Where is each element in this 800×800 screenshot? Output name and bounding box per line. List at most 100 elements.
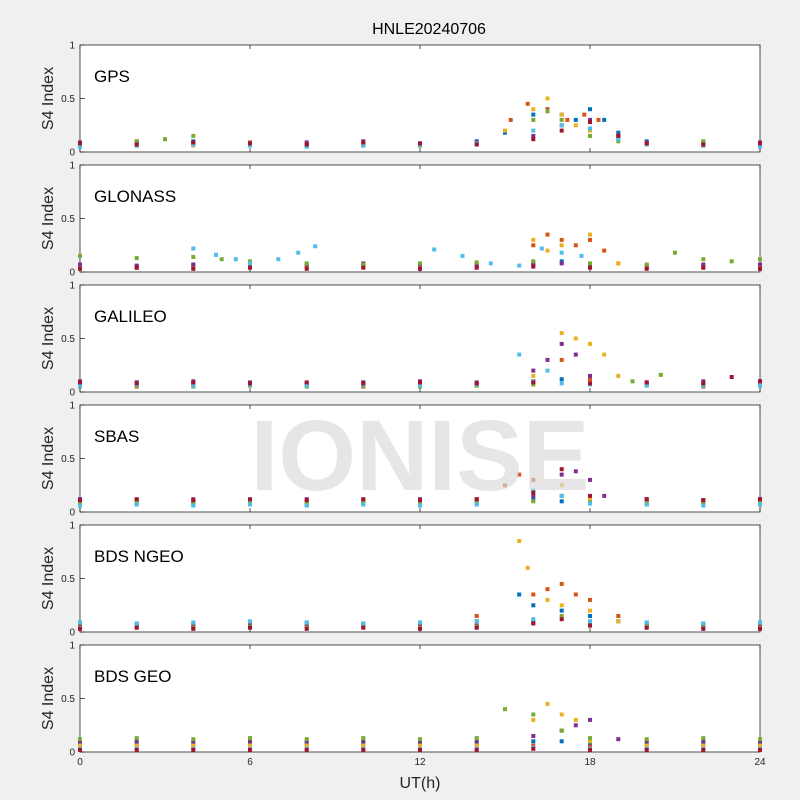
data-point bbox=[191, 142, 196, 147]
data-point bbox=[134, 739, 139, 744]
data-point bbox=[517, 539, 522, 543]
data-point bbox=[559, 259, 564, 264]
panel-label: BDS GEO bbox=[94, 667, 171, 686]
data-point bbox=[559, 123, 564, 128]
data-point bbox=[559, 243, 564, 248]
data-point bbox=[191, 620, 196, 625]
data-point bbox=[248, 736, 252, 741]
data-point bbox=[545, 248, 550, 253]
data-point bbox=[191, 380, 196, 385]
data-point bbox=[644, 380, 649, 385]
panel-label: GLONASS bbox=[94, 187, 176, 206]
data-point bbox=[758, 626, 762, 631]
data-point bbox=[559, 237, 564, 242]
data-point bbox=[248, 263, 252, 268]
data-point bbox=[418, 503, 422, 508]
data-point bbox=[559, 712, 564, 717]
data-point bbox=[361, 625, 366, 630]
data-point bbox=[361, 143, 366, 148]
data-point bbox=[758, 620, 762, 625]
watermark: IONISE bbox=[251, 400, 590, 512]
data-point bbox=[474, 747, 479, 752]
data-point bbox=[758, 502, 762, 507]
data-point bbox=[729, 375, 734, 379]
data-point bbox=[616, 261, 621, 266]
data-point bbox=[658, 372, 663, 377]
figure-title: HNLE20240706 bbox=[372, 21, 486, 38]
data-point bbox=[531, 237, 536, 242]
data-point bbox=[559, 472, 564, 477]
y-axis-label: S4 Index bbox=[40, 187, 57, 250]
y-axis-label: S4 Index bbox=[40, 307, 57, 370]
data-point bbox=[644, 502, 649, 507]
data-point bbox=[758, 737, 762, 742]
data-point bbox=[474, 260, 479, 265]
data-point bbox=[78, 737, 82, 742]
data-point bbox=[313, 244, 318, 249]
data-point bbox=[361, 743, 366, 748]
data-point bbox=[248, 741, 252, 746]
x-tick-label: 6 bbox=[247, 757, 253, 768]
data-point bbox=[474, 739, 479, 744]
data-point bbox=[565, 117, 570, 122]
data-point bbox=[248, 743, 252, 748]
data-point bbox=[296, 250, 301, 255]
data-point bbox=[163, 137, 167, 142]
data-point bbox=[304, 741, 309, 746]
data-point bbox=[191, 741, 196, 746]
data-point bbox=[559, 581, 564, 586]
data-point bbox=[418, 741, 422, 746]
data-point bbox=[701, 381, 706, 386]
data-point bbox=[588, 739, 592, 744]
data-point bbox=[248, 497, 252, 502]
data-point bbox=[304, 380, 309, 385]
data-point bbox=[559, 483, 564, 488]
y-axis-label: S4 Index bbox=[40, 67, 57, 130]
data-point bbox=[488, 261, 493, 266]
data-point bbox=[304, 266, 309, 271]
data-point bbox=[304, 626, 309, 631]
data-point bbox=[531, 734, 536, 738]
data-point bbox=[545, 107, 550, 112]
data-point bbox=[758, 383, 762, 388]
panel-galileo: 0 0.5 1 S4 Index GALILEO bbox=[40, 281, 762, 399]
x-axis: 0 6 12 18 24 bbox=[77, 757, 766, 768]
axes-box bbox=[79, 164, 761, 273]
data-point bbox=[588, 736, 592, 741]
data-point bbox=[78, 620, 82, 625]
y-tick-label: 0 bbox=[69, 748, 75, 759]
series-7 bbox=[78, 264, 762, 271]
data-point bbox=[588, 623, 592, 628]
data-point bbox=[304, 743, 309, 748]
data-point bbox=[758, 743, 762, 748]
data-point bbox=[248, 619, 252, 624]
data-point bbox=[503, 707, 507, 712]
data-point bbox=[531, 117, 536, 122]
data-point bbox=[729, 259, 734, 264]
data-point bbox=[517, 352, 522, 357]
data-point bbox=[545, 368, 550, 373]
data-point bbox=[602, 248, 607, 253]
data-point bbox=[304, 620, 309, 625]
axes-box bbox=[79, 644, 761, 753]
y-tick-label: 1 bbox=[69, 401, 75, 412]
data-point bbox=[531, 262, 536, 267]
data-point bbox=[758, 144, 762, 149]
data-point bbox=[758, 747, 762, 752]
data-point bbox=[559, 377, 564, 382]
data-point bbox=[304, 737, 309, 742]
x-tick-label: 0 bbox=[77, 757, 83, 768]
data-point bbox=[191, 140, 196, 145]
data-point bbox=[559, 728, 564, 733]
data-point bbox=[78, 743, 82, 748]
data-point bbox=[418, 141, 422, 146]
data-point bbox=[503, 128, 507, 133]
data-point bbox=[588, 126, 592, 131]
y-tick-label: 0.5 bbox=[61, 454, 75, 465]
data-point bbox=[418, 383, 422, 388]
data-point bbox=[758, 266, 762, 271]
data-point bbox=[531, 128, 536, 133]
panel-sbas: 0 0.5 1 S4 Index SBAS bbox=[40, 401, 762, 519]
series-7 bbox=[78, 375, 762, 386]
